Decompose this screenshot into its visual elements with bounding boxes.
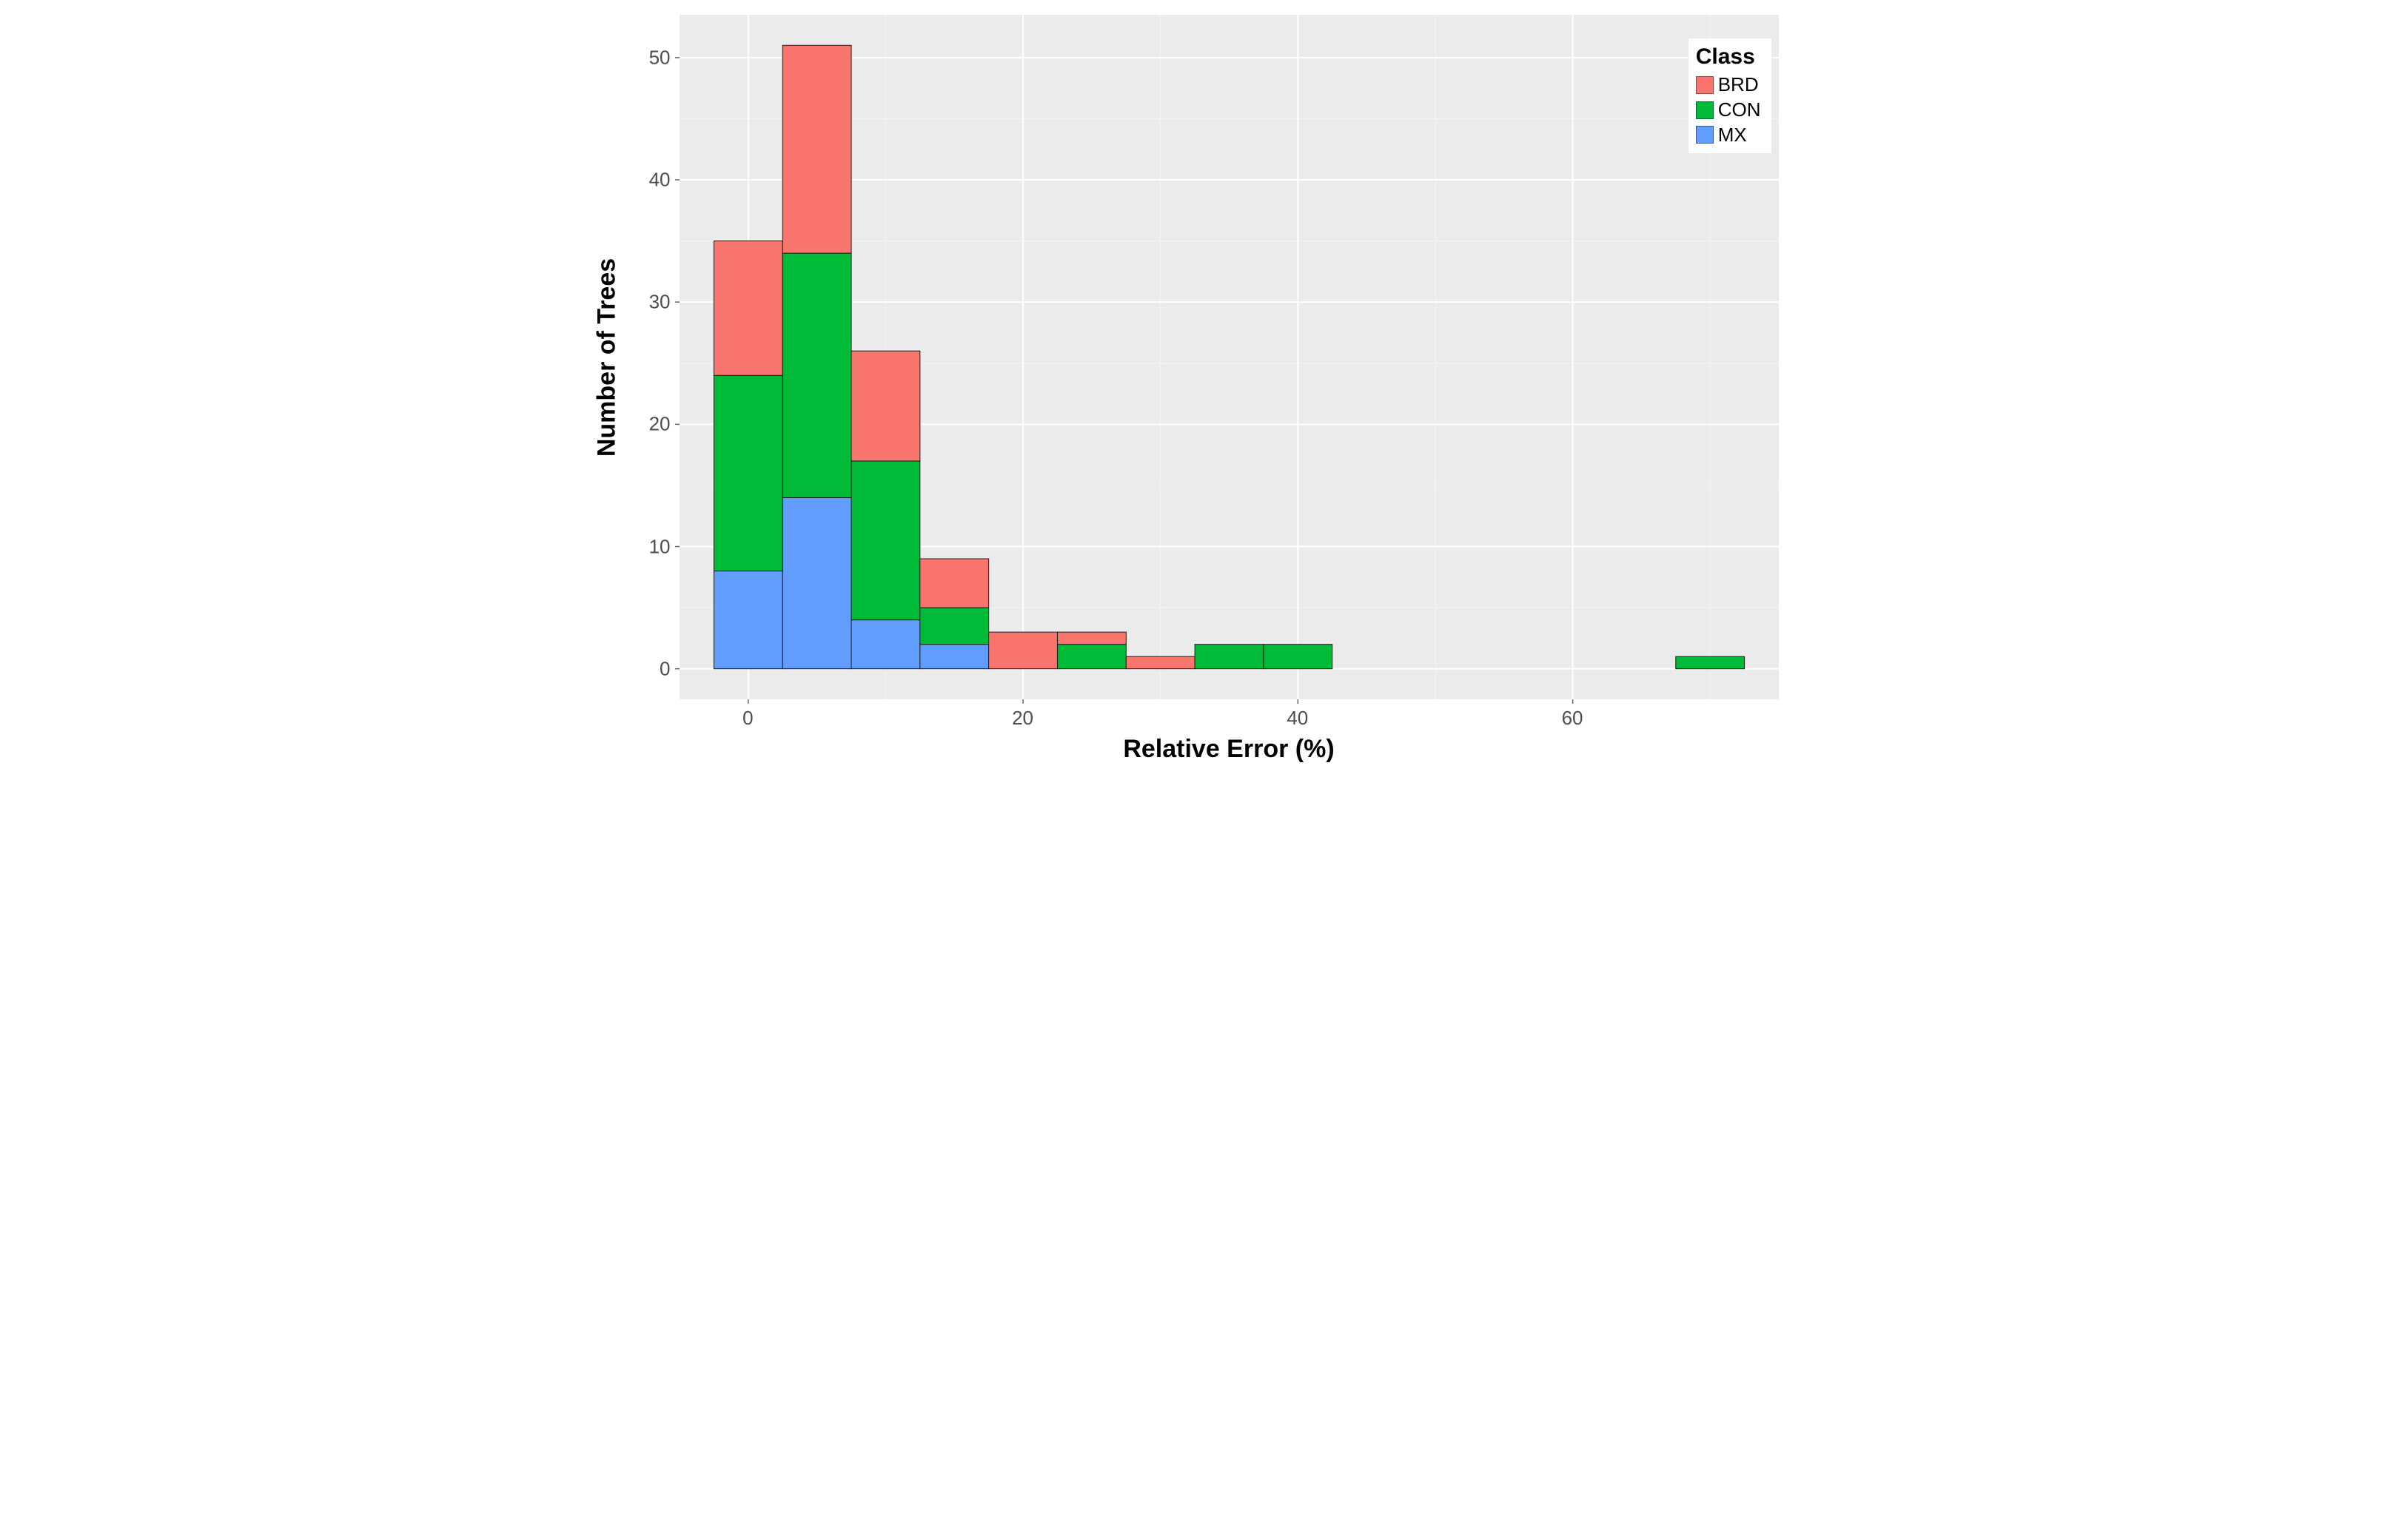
legend: Class BRDCONMX: [1689, 38, 1771, 153]
legend-swatch: [1696, 101, 1714, 119]
y-tick-label: 20: [649, 413, 671, 436]
legend-swatch: [1696, 126, 1714, 144]
y-tick-label: 30: [649, 291, 671, 314]
x-tick-label: 20: [1012, 707, 1033, 730]
x-tick-label: 40: [1287, 707, 1308, 730]
legend-item: MX: [1696, 123, 1761, 148]
legend-item: CON: [1696, 98, 1761, 123]
legend-item: BRD: [1696, 73, 1761, 98]
legend-label: BRD: [1718, 73, 1759, 98]
legend-items: BRDCONMX: [1696, 73, 1761, 147]
x-tick-label: 0: [742, 707, 753, 730]
legend-swatch: [1696, 76, 1714, 94]
legend-title: Class: [1696, 44, 1761, 70]
y-tick-label: 40: [649, 169, 671, 192]
y-tick-label: 10: [649, 535, 671, 558]
legend-label: CON: [1718, 98, 1761, 123]
y-tick-label: 0: [660, 657, 670, 680]
legend-label: MX: [1718, 123, 1747, 148]
chart-svg: [598, 0, 1794, 770]
histogram-chart: Number of Trees Relative Error (%) 02040…: [598, 0, 1794, 770]
y-tick-label: 50: [649, 46, 671, 69]
x-tick-label: 60: [1562, 707, 1583, 730]
